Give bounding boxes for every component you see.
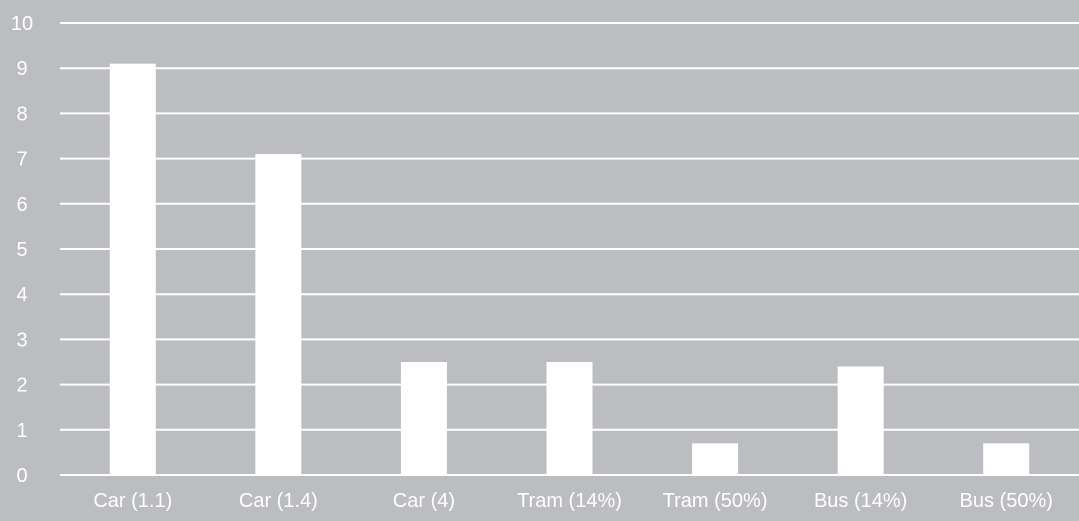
- y-tick-label-2: 2: [16, 375, 27, 397]
- bar-1: [255, 154, 302, 475]
- y-tick-label-0: 0: [16, 465, 27, 487]
- bar-6: [983, 443, 1030, 475]
- y-tick-label-3: 3: [16, 329, 27, 351]
- x-category-label-0: Car (1.1): [93, 490, 172, 512]
- y-tick-label-5: 5: [16, 239, 27, 261]
- bars: [109, 63, 1030, 476]
- x-axis-labels: Car (1.1) Car (1.4) Car (4) Tram (14%) Tram …: [93, 490, 1053, 512]
- x-category-label-2: Car (4): [393, 490, 455, 512]
- y-tick-label-10: 10: [11, 13, 33, 35]
- y-tick-label-1: 1: [16, 420, 27, 442]
- y-tick-label-8: 8: [16, 103, 27, 125]
- x-category-label-3: Tram (14%): [517, 490, 622, 512]
- y-tick-label-9: 9: [16, 58, 27, 80]
- y-tick-label-6: 6: [16, 194, 27, 216]
- x-category-label-1: Car (1.4): [239, 490, 318, 512]
- bar-5: [837, 366, 884, 475]
- gridlines: [60, 22, 1079, 476]
- bar-2: [400, 362, 447, 475]
- x-category-label-5: Bus (14%): [814, 490, 907, 512]
- y-tick-label-4: 4: [16, 284, 27, 306]
- y-tick-label-7: 7: [16, 149, 27, 171]
- y-axis-ticks: 0 1 2 3 4 5 6 7 8 9 10: [11, 13, 33, 487]
- bar-4: [692, 443, 739, 475]
- x-category-label-6: Bus (50%): [960, 490, 1053, 512]
- bar-3: [546, 362, 593, 475]
- x-category-label-4: Tram (50%): [663, 490, 768, 512]
- bar-0: [109, 63, 156, 476]
